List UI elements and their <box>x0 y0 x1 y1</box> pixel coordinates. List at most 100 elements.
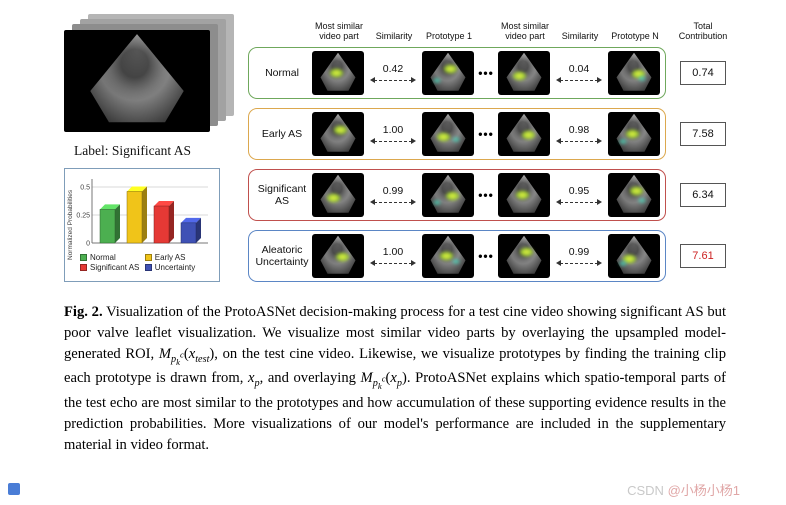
double-arrow-icon <box>556 137 602 145</box>
roi-overlay-icon <box>443 64 458 74</box>
row-significant-as: Significant AS 0.99 ••• 0.95 <box>248 169 736 221</box>
ellipsis: ••• <box>478 127 494 141</box>
arrowhead-icon <box>411 259 416 266</box>
header-prototype-1: Prototype 1 <box>425 30 473 41</box>
row-early-as: Early AS 1.00 ••• 0.98 <box>248 108 736 160</box>
watermark: CSDN @小杨小杨1 <box>627 480 740 499</box>
roi-overlay-icon <box>439 251 454 261</box>
ellipsis: ••• <box>478 66 494 80</box>
roi-overlay-icon <box>515 190 530 200</box>
double-arrow-icon <box>370 198 416 206</box>
most-similar-video-part-image <box>498 234 550 278</box>
arrowhead-icon <box>370 259 375 266</box>
similarity-cell: 1.00 <box>365 124 421 145</box>
legend-label: Uncertainty <box>154 263 196 272</box>
similarity-value: 1.00 <box>382 245 404 258</box>
roi-overlay-icon <box>637 75 647 82</box>
arrowhead-icon <box>597 198 602 205</box>
total-contribution-value: 0.74 <box>692 67 714 79</box>
similarity-cell: 0.95 <box>551 185 607 206</box>
similarity-value: 1.00 <box>382 123 404 136</box>
legend-swatch-early-as <box>144 254 152 261</box>
row-label: Significant AS <box>257 182 307 207</box>
roi-overlay-icon <box>326 193 341 203</box>
test-echo-image <box>64 30 210 132</box>
similarity-value: 0.99 <box>568 245 590 258</box>
chart-y-axis-label: Normalized Probabilities <box>67 189 74 261</box>
chart-legend: Normal Early AS Significant AS Unce <box>76 253 217 273</box>
watermark-user: @小杨小杨1 <box>667 483 740 498</box>
floating-app-icon[interactable] <box>8 483 20 495</box>
prototype-image <box>422 234 474 278</box>
row-box-significant-as: Significant AS 0.99 ••• 0.95 <box>248 169 666 221</box>
arrowhead-icon <box>370 198 375 205</box>
arrowhead-icon <box>556 259 561 266</box>
roi-overlay-icon <box>631 69 646 79</box>
roi-overlay-icon <box>432 77 442 84</box>
svg-text:0: 0 <box>86 241 90 248</box>
arrowhead-icon <box>411 198 416 205</box>
similarity-cell: 0.98 <box>551 124 607 145</box>
caption-text: , on the test cine video. Likewise, we v… <box>64 346 726 387</box>
legend-label: Early AS <box>154 253 186 262</box>
total-contribution-box: 7.58 <box>680 122 726 146</box>
prototype-grid: Most similar video part Similarity Proto… <box>248 14 736 282</box>
similarity-value: 0.98 <box>568 123 590 136</box>
prototype-image <box>608 112 660 156</box>
roi-overlay-icon <box>436 132 451 142</box>
ellipsis: ••• <box>478 188 494 202</box>
row-box-normal: Normal 0.42 ••• 0.04 <box>248 47 666 99</box>
watermark-brand: CSDN <box>627 483 668 498</box>
total-contribution-box: 7.61 <box>680 244 726 268</box>
similarity-value: 0.99 <box>382 184 404 197</box>
similarity-cell: 0.42 <box>365 63 421 84</box>
prototype-image <box>608 173 660 217</box>
roi-overlay-icon <box>629 186 644 196</box>
arrowhead-icon <box>411 137 416 144</box>
roi-overlay-icon <box>451 258 461 265</box>
caption-text: . ProtoASNet explains which spatio-tempo… <box>64 370 726 453</box>
total-contribution-value: 7.58 <box>692 128 714 140</box>
similarity-cell: 1.00 <box>365 246 421 267</box>
row-box-early-as: Early AS 1.00 ••• 0.98 <box>248 108 666 160</box>
legend-item-uncertainty: Uncertainty <box>144 263 217 272</box>
arrowhead-icon <box>370 137 375 144</box>
total-contribution-box: 6.34 <box>680 183 726 207</box>
legend-label: Normal <box>90 253 116 262</box>
row-box-aleatoric-uncertainty: Aleatoric Uncertainty 1.00 ••• 0.99 <box>248 230 666 282</box>
prototype-image <box>608 234 660 278</box>
grid-header: Most similar video part Similarity Proto… <box>254 14 736 41</box>
legend-swatch-uncertainty <box>144 264 152 271</box>
roi-overlay-icon <box>519 247 534 257</box>
arrowhead-icon <box>411 76 416 83</box>
roi-overlay-icon <box>451 136 461 143</box>
row-label: Aleatoric Uncertainty <box>255 243 309 268</box>
svg-text:0.5: 0.5 <box>80 185 90 192</box>
caption-text: , and overlaying <box>259 370 361 387</box>
figure-caption: Fig. 2. Visualization of the ProtoASNet … <box>64 302 726 456</box>
probability-chart-box: Normalized Probabilities 0 0.25 0.5 Normal… <box>64 168 220 282</box>
double-arrow-icon <box>556 198 602 206</box>
roi-overlay-icon <box>445 191 460 201</box>
legend-label: Significant AS <box>90 263 140 272</box>
header-most-similar-1: Most similar video part <box>314 20 363 41</box>
arrowhead-icon <box>597 137 602 144</box>
most-similar-video-part-image <box>498 112 550 156</box>
row-aleatoric-uncertainty: Aleatoric Uncertainty 1.00 ••• 0.99 <box>248 230 736 282</box>
most-similar-video-part-image <box>312 234 364 278</box>
total-contribution-value: 7.61 <box>692 250 714 262</box>
grid-rows: Normal 0.42 ••• 0.04 <box>248 47 736 282</box>
double-arrow-icon <box>556 259 602 267</box>
prototype-image <box>422 51 474 95</box>
caption-fig-label: Fig. 2. <box>64 304 103 320</box>
double-arrow-icon <box>370 137 416 145</box>
roi-overlay-icon <box>335 252 350 262</box>
roi-overlay-icon <box>432 199 442 206</box>
arrowhead-icon <box>556 76 561 83</box>
legend-item-early-as: Early AS <box>144 253 217 262</box>
header-total-contribution: Total Contribution <box>678 20 728 41</box>
double-arrow-icon <box>370 76 416 84</box>
similarity-value: 0.42 <box>382 62 404 75</box>
most-similar-video-part-image <box>498 51 550 95</box>
